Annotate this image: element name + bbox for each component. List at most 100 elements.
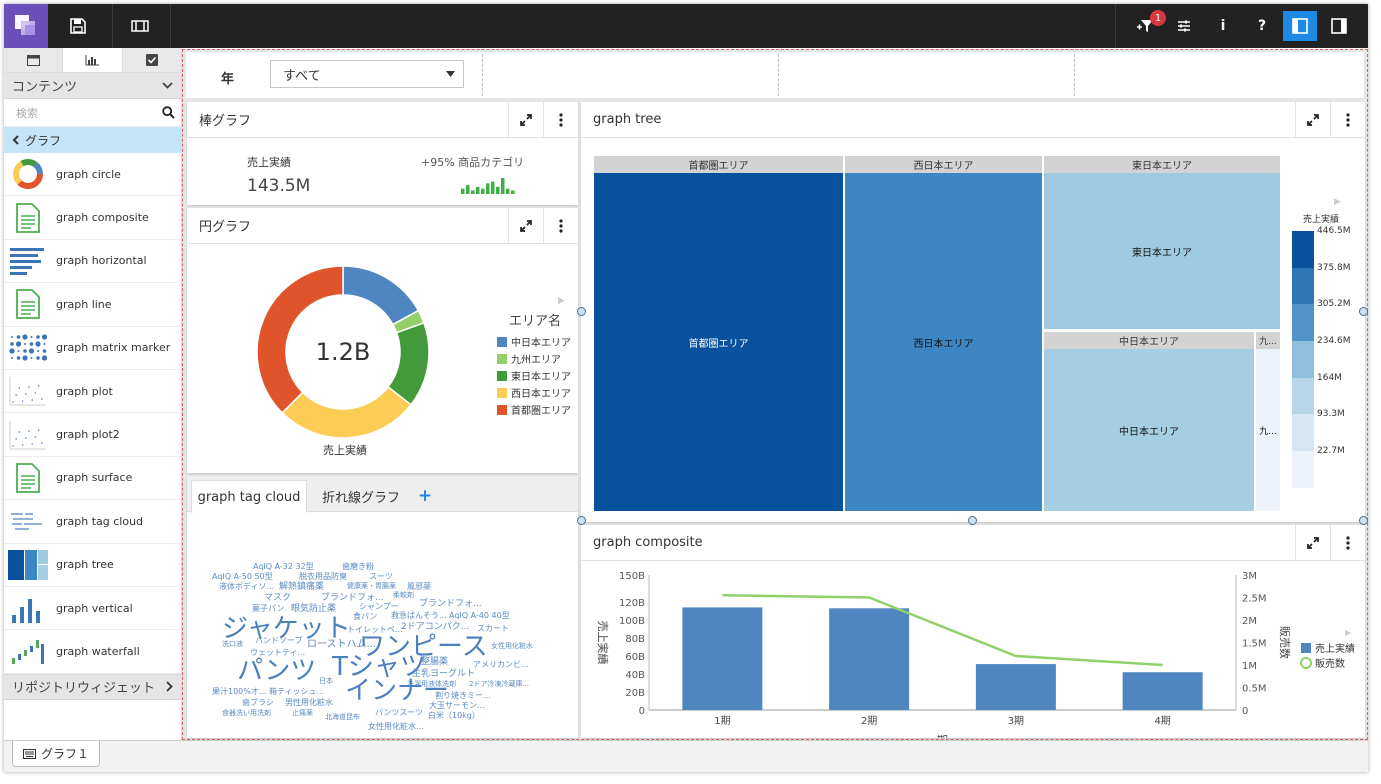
help-button[interactable]: ?	[1243, 4, 1281, 48]
treemap-cell-nishi[interactable]: 西日本エリア	[845, 173, 1042, 511]
bar[interactable]	[829, 608, 910, 710]
more-menu-button[interactable]	[543, 208, 578, 244]
resize-handle[interactable]	[968, 516, 977, 525]
sidebar-item-graph-tag-cloud[interactable]: graph tag cloud	[4, 500, 181, 544]
treemap-cell-higashi[interactable]: 東日本エリア	[1044, 173, 1280, 329]
contents-section-header[interactable]: コンテンツ	[4, 73, 181, 99]
tag-cloud-word[interactable]: 整腸薬	[421, 657, 449, 667]
tag-cloud-word[interactable]: 白米（10kg）	[428, 711, 480, 720]
resize-handle[interactable]	[577, 516, 586, 525]
tag-cloud-word[interactable]: 2ドア冷凍冷蔵庫...	[469, 680, 530, 688]
tag-cloud-word[interactable]: トイレットペ...	[347, 625, 403, 634]
search-icon[interactable]	[162, 106, 175, 119]
tag-cloud-word[interactable]: シャンプー	[359, 602, 399, 611]
tag-cloud-word[interactable]: パンツスーツ	[375, 708, 424, 717]
year-filter-select[interactable]: すべて	[270, 60, 464, 88]
tag-cloud-word[interactable]: 果汁100%オ...	[212, 687, 267, 696]
tag-cloud-word[interactable]: 止痛薬	[292, 709, 313, 717]
tag-cloud-word[interactable]: AqIQ A-40 40型	[449, 611, 510, 620]
treemap-cell-chubu[interactable]: 中日本エリア	[1044, 349, 1254, 511]
tag-cloud-word[interactable]: 女性用化粧水	[491, 642, 533, 650]
tag-cloud-word[interactable]: ジャケット	[222, 614, 351, 644]
sales-count-line[interactable]	[722, 594, 1163, 667]
add-tab-button[interactable]: +	[413, 480, 437, 512]
tag-cloud-word[interactable]: Tシャツ	[332, 652, 426, 682]
legend-label[interactable]: 販売数	[1315, 657, 1345, 670]
tag-cloud-word[interactable]: 生乳ヨーグルト	[412, 669, 476, 679]
tag-cloud-word[interactable]: 大玉サーモン...	[429, 701, 485, 710]
tag-cloud-word[interactable]: 男性用化粧水	[285, 698, 333, 707]
tag-cloud-word[interactable]: 液体ボディソ...	[219, 582, 275, 591]
tab-tag-cloud[interactable]: graph tag cloud	[191, 480, 307, 513]
tag-cloud-word[interactable]: 風邪薬	[407, 582, 431, 591]
tag-cloud-word[interactable]: 割り焼きミー...	[435, 691, 491, 700]
filter-button[interactable]: 1	[1126, 4, 1166, 48]
tag-cloud-word[interactable]: 解熱鎮痛薬	[279, 582, 325, 592]
tag-cloud-word[interactable]: スーツ	[369, 572, 393, 581]
repository-widget-section-header[interactable]: リポジトリウィジェット	[4, 673, 181, 700]
expand-button[interactable]	[1295, 102, 1330, 138]
sidebar-item-graph-surface[interactable]: graph surface	[4, 457, 181, 501]
tag-cloud-word[interactable]: 脱衣用品防臭	[299, 572, 347, 581]
tag-cloud-word[interactable]: スカート	[477, 624, 509, 633]
tab-graphs[interactable]	[63, 48, 123, 72]
donut-slice[interactable]	[342, 265, 420, 326]
tag-cloud-word[interactable]: アメリカンビ...	[473, 660, 529, 669]
save-button[interactable]	[56, 4, 100, 48]
treemap-header-nishi[interactable]: 西日本エリア	[845, 156, 1042, 173]
tag-cloud-word[interactable]: マスク	[264, 593, 292, 603]
tag-cloud-word[interactable]: 歯ブラシ	[242, 698, 274, 707]
sidebar-item-graph-waterfall[interactable]: graph waterfall	[4, 630, 181, 674]
search-input[interactable]: 検索	[16, 106, 38, 120]
sidebar-item-graph-matrix-marker[interactable]: graph matrix marker	[4, 327, 181, 370]
settings-sliders-button[interactable]	[1165, 4, 1203, 48]
bar[interactable]	[975, 664, 1056, 710]
more-menu-button[interactable]	[1330, 102, 1365, 138]
back-to-graphs-link[interactable]: グラフ	[4, 127, 181, 153]
tag-cloud-word[interactable]: 女性用化粧水...	[368, 722, 424, 731]
sidebar-item-graph-plot2[interactable]: graph plot2	[4, 413, 181, 457]
donut-slice[interactable]	[256, 265, 344, 414]
tab-checkbox[interactable]	[122, 48, 181, 72]
sidebar-item-graph-circle[interactable]: graph circle	[4, 153, 181, 197]
sidebar-item-graph-composite[interactable]: graph composite	[4, 196, 181, 240]
donut-slice[interactable]	[281, 385, 413, 439]
expand-button[interactable]	[1295, 525, 1330, 561]
expand-button[interactable]	[508, 208, 543, 244]
bar[interactable]	[1122, 672, 1203, 710]
tab-layout[interactable]	[4, 48, 64, 72]
resize-handle[interactable]	[577, 307, 586, 316]
right-panel-toggle-button[interactable]	[1320, 4, 1358, 48]
resize-handle[interactable]	[1359, 516, 1368, 525]
tag-cloud-word[interactable]: 健康薬・胃腸薬	[347, 582, 396, 590]
sidebar-item-graph-line[interactable]: graph line	[4, 283, 181, 327]
tag-cloud-word[interactable]: 2ドアコンパク...	[401, 622, 470, 632]
legend-nav-icon[interactable]: ▶	[558, 296, 565, 306]
tag-cloud-word[interactable]: パンツ	[237, 656, 317, 686]
legend-item[interactable]: 東日本エリア	[497, 367, 571, 384]
layout-toggle-button[interactable]	[118, 4, 162, 48]
tag-cloud-word[interactable]: ブランドフォ...	[419, 599, 482, 609]
tag-cloud-word[interactable]: 洗口液	[222, 640, 243, 648]
more-menu-button[interactable]	[543, 102, 578, 138]
more-menu-button[interactable]	[1330, 525, 1365, 561]
tag-cloud-word[interactable]: 歯磨き粉	[342, 562, 374, 571]
tag-cloud-word[interactable]: 食パン	[353, 612, 378, 621]
tag-cloud-word[interactable]: ハンドソープ	[255, 636, 303, 645]
sidebar-search[interactable]: 検索	[4, 99, 181, 127]
treemap-header-chubu[interactable]: 中日本エリア	[1044, 332, 1254, 349]
sidebar-item-graph-vertical[interactable]: graph vertical	[4, 587, 181, 631]
tag-cloud-word[interactable]: ワンピース	[359, 632, 488, 662]
tag-cloud-word[interactable]: AqIQ A-32 32型	[253, 562, 314, 571]
expand-button[interactable]	[508, 102, 543, 138]
bar[interactable]	[682, 607, 763, 710]
tag-cloud-word[interactable]: 眼気防止薬	[291, 604, 337, 614]
sidebar-item-graph-tree[interactable]: graph tree	[4, 544, 181, 587]
treemap-header-higashi[interactable]: 東日本エリア	[1044, 156, 1280, 173]
info-button[interactable]: i	[1204, 4, 1242, 48]
tag-cloud-word[interactable]: 柔軟剤	[393, 591, 414, 599]
sidebar-item-graph-plot[interactable]: graph plot	[4, 370, 181, 414]
tag-cloud-word[interactable]: 北海道昆布	[325, 713, 360, 721]
tag-cloud-word[interactable]: 日本	[319, 677, 333, 685]
legend-item[interactable]: 中日本エリア	[497, 333, 571, 350]
